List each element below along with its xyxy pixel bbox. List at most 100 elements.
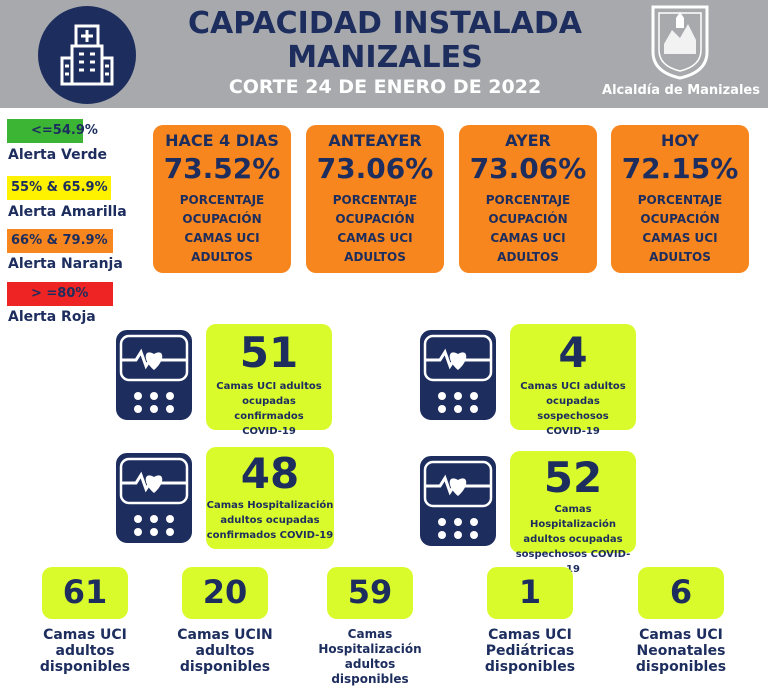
label-line: adultos: [195, 643, 255, 659]
occupancy-description: PORCENTAJE OCUPACIÓN CAMAS UCI ADULTOS: [611, 191, 749, 267]
occupancy-card-today: HOY 72.15% PORCENTAJE OCUPACIÓN CAMAS UC…: [611, 125, 749, 273]
available-uci-pediatric-label: Camas UCI Pediátricas disponibles: [465, 627, 595, 675]
occupancy-description: PORCENTAJE OCUPACIÓN CAMAS UCI ADULTOS: [153, 191, 291, 267]
label-line: Pediátricas: [485, 643, 575, 659]
desc-line: OCUPACIÓN: [488, 212, 568, 226]
occupancy-period: ANTEAYER: [328, 131, 422, 150]
heart-monitor-icon: [418, 454, 498, 548]
occupancy-description: PORCENTAJE OCUPACIÓN CAMAS UCI ADULTOS: [306, 191, 444, 267]
stat-label-line: Camas UCI adultos: [216, 381, 322, 392]
occupancy-period: HACE 4 DIAS: [165, 131, 279, 150]
desc-line: OCUPACIÓN: [335, 212, 415, 226]
stat-label-line: confirmados COVID-19: [206, 530, 334, 541]
available-ucin-adults-label: Camas UCIN adultos disponibles: [160, 627, 290, 675]
available-uci-neonatal: 6: [638, 567, 724, 619]
occupancy-percentage: 73.06%: [316, 152, 434, 185]
available-number: 59: [347, 573, 393, 611]
legend-green-range: <=54.9%: [7, 119, 98, 143]
stat-uci-suspected: 4 Camas UCI adultos ocupadas sospechosos…: [510, 324, 636, 437]
label-line: disponibles: [179, 659, 271, 675]
available-hosp-adults: 59: [327, 567, 413, 619]
occupancy-percentage: 72.15%: [621, 152, 739, 185]
desc-line: ADULTOS: [497, 250, 559, 264]
label-line: Camas UCIN: [177, 627, 273, 643]
stat-label-line: Camas Hospitalización: [206, 500, 334, 511]
stat-number: 52: [543, 453, 603, 502]
legend-red-label: Alerta Roja: [8, 309, 96, 325]
occupancy-card-yesterday: AYER 73.06% PORCENTAJE OCUPACIÓN CAMAS U…: [459, 125, 597, 273]
label-line: disponibles: [331, 672, 409, 686]
available-number: 61: [62, 573, 108, 611]
desc-line: PORCENTAJE: [179, 193, 265, 207]
stat-label-line: ocupadas sospechosos: [537, 396, 609, 422]
available-ucin-adults: 20: [182, 567, 268, 619]
heart-monitor-icon: [114, 328, 194, 422]
stat-number: 51: [239, 328, 299, 377]
available-number: 1: [518, 573, 542, 611]
legend-green-label: Alerta Verde: [8, 147, 108, 163]
stat-label-line: COVID-19: [242, 426, 296, 437]
stat-hosp-confirmed: 48 Camas Hospitalización adultos ocupada…: [206, 447, 334, 549]
stat-label-line: Camas UCI adultos: [520, 381, 626, 392]
stat-number: 48: [240, 449, 300, 498]
label-line: disponibles: [635, 659, 727, 675]
heart-monitor-icon: [418, 328, 498, 422]
desc-line: PORCENTAJE: [332, 193, 418, 207]
hospital-logo: [38, 6, 136, 104]
desc-line: CAMAS UCI: [490, 231, 566, 245]
label-line: disponibles: [484, 659, 576, 675]
stat-label-line: Camas Hospitalización: [529, 504, 617, 530]
organization-name: Alcaldía de Manizales: [602, 83, 760, 98]
label-line: Camas UCI: [43, 627, 127, 643]
available-uci-neonatal-label: Camas UCI Neonatales disponibles: [616, 627, 746, 675]
occupancy-card-4-days-ago: HACE 4 DIAS 73.52% PORCENTAJE OCUPACIÓN …: [153, 125, 291, 273]
occupancy-card-day-before-yesterday: ANTEAYER 73.06% PORCENTAJE OCUPACIÓN CAM…: [306, 125, 444, 273]
stat-number: 4: [558, 328, 588, 377]
label-line: disponibles: [39, 659, 131, 675]
hospital-building-icon: [60, 24, 114, 86]
legend-orange-label: Alerta Naranja: [8, 256, 123, 272]
header-banner: CAPACIDAD INSTALADA MANIZALES CORTE 24 D…: [0, 0, 768, 108]
heart-monitor-icon: [114, 451, 194, 545]
occupancy-percentage: 73.52%: [163, 152, 281, 185]
page-title-line1: CAPACIDAD INSTALADA: [187, 6, 582, 41]
stat-label-line: ocupadas confirmados: [234, 396, 304, 422]
city-crest-icon: [651, 5, 709, 80]
label-line: Camas: [347, 627, 393, 641]
label-line: Camas UCI: [639, 627, 723, 643]
report-date: CORTE 24 DE ENERO DE 2022: [228, 76, 542, 98]
desc-line: CAMAS UCI: [184, 231, 260, 245]
stat-label-line: sospechosos COVID-19: [515, 549, 631, 575]
occupancy-percentage: 73.06%: [469, 152, 587, 185]
available-number: 6: [669, 573, 693, 611]
page-title-line2: MANIZALES: [287, 40, 483, 75]
legend-red-range: > =80%: [7, 282, 113, 306]
occupancy-period: AYER: [505, 131, 551, 150]
legend-yellow-range: 55% & 65.9%: [7, 176, 111, 200]
desc-line: OCUPACIÓN: [640, 212, 720, 226]
label-line: Camas UCI: [488, 627, 572, 643]
legend-yellow-label: Alerta Amarilla: [8, 204, 127, 220]
label-line: Hospitalización: [318, 642, 422, 656]
desc-line: ADULTOS: [191, 250, 253, 264]
available-uci-adults-label: Camas UCI adultos disponibles: [20, 627, 150, 675]
occupancy-period: HOY: [660, 131, 699, 150]
desc-line: PORCENTAJE: [485, 193, 571, 207]
available-uci-pediatric: 1: [487, 567, 573, 619]
desc-line: CAMAS UCI: [337, 231, 413, 245]
stat-label-line: adultos ocupadas: [523, 534, 623, 545]
desc-line: CAMAS UCI: [642, 231, 718, 245]
label-line: Neonatales: [636, 643, 726, 659]
desc-line: PORCENTAJE: [637, 193, 723, 207]
stat-label-line: adultos ocupadas: [220, 515, 320, 526]
label-line: adultos: [344, 657, 396, 671]
label-line: adultos: [55, 643, 115, 659]
available-uci-adults: 61: [42, 567, 128, 619]
stat-label-line: COVID-19: [546, 426, 600, 437]
desc-line: ADULTOS: [344, 250, 406, 264]
stat-hosp-suspected: 52 Camas Hospitalización adultos ocupada…: [510, 451, 636, 575]
stat-uci-confirmed: 51 Camas UCI adultos ocupadas confirmado…: [206, 324, 332, 437]
desc-line: ADULTOS: [649, 250, 711, 264]
desc-line: OCUPACIÓN: [182, 212, 262, 226]
available-number: 20: [202, 573, 248, 611]
